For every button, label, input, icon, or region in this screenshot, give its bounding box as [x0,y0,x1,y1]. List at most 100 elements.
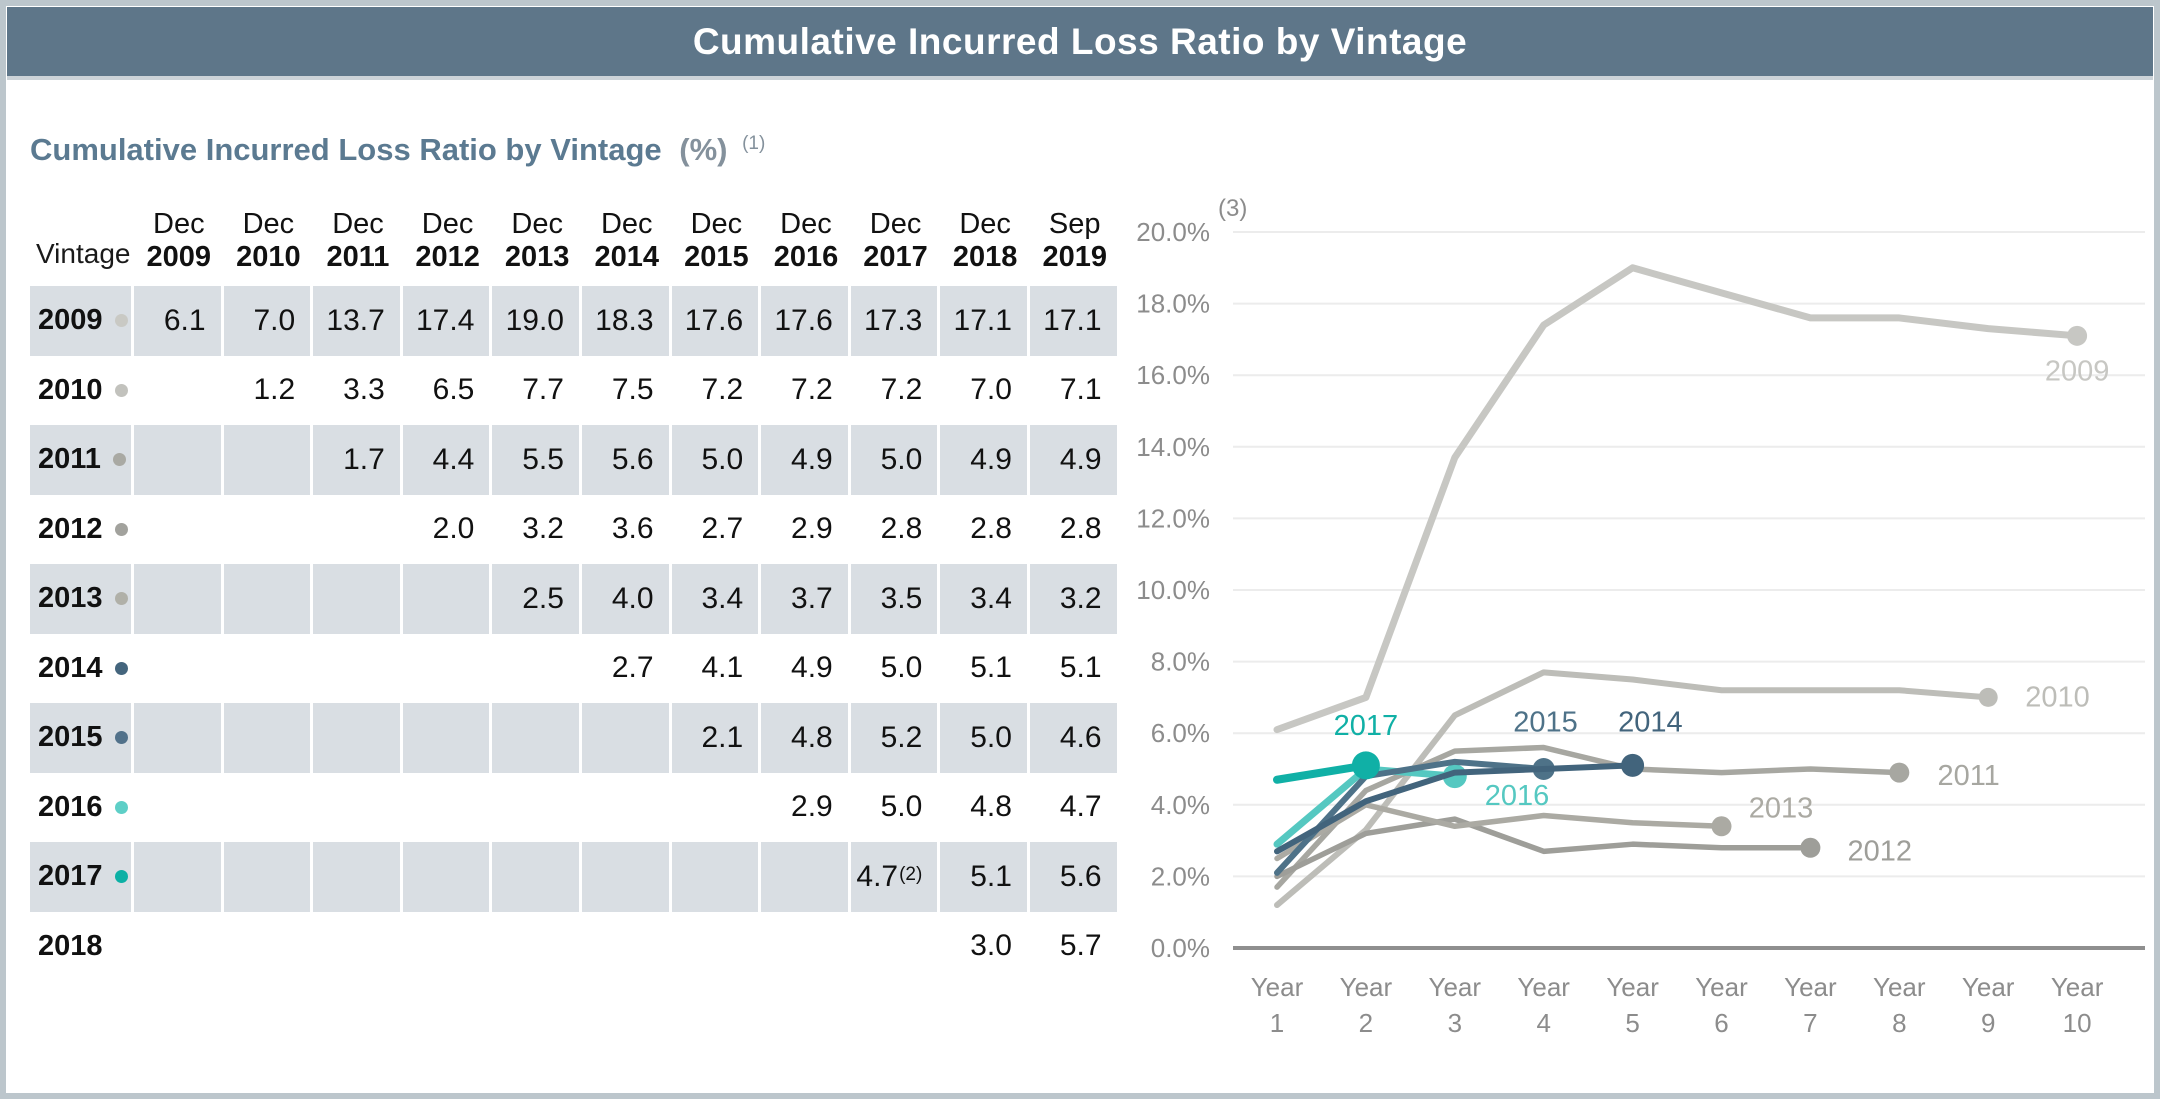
vintage-series-dot [114,870,128,884]
period-column-header: Dec 2010 [224,193,314,286]
table-cell [403,773,493,843]
x-axis-tick-label: Year 6 [1695,972,1748,1038]
series-line-2014 [1274,762,1636,855]
vintage-series-dot [114,592,128,606]
x-axis-tick-label: Year 3 [1429,972,1482,1038]
vintage-label: 2015 [38,721,103,754]
table-cell: 3.2 [522,512,564,546]
series-label-2017: 2017 [1334,710,1399,742]
window-title-bar: Cumulative Incurred Loss Ratio by Vintag… [7,7,2153,80]
series-line-2009 [1273,264,2081,734]
table-cell: 17.6 [671,286,762,356]
period-year: 2019 [1042,241,1107,273]
vintage-row-label: 2009 [30,286,134,356]
vintage-row-label: 2017 [30,842,134,912]
y-axis-tick-label: 14.0% [1136,432,1210,462]
table-cell [224,912,314,982]
period-year: 2011 [326,241,390,273]
table-cell: 4.0 [581,564,672,634]
table-cell: 3.6 [611,512,654,546]
table-cell: 2.0 [432,512,475,546]
page-title: Cumulative Incurred Loss Ratio by Vintag… [692,20,1468,62]
vintage-label: 2010 [38,373,103,406]
table-cell: 5.1 [940,842,1030,912]
series-label-2013: 2013 [1749,792,1814,824]
table-cell [313,495,403,565]
vintage-row-label: 2013 [30,564,134,634]
vintage-row-label: 2012 [30,495,134,565]
y-axis-tick-label: 0.0% [1151,933,1210,963]
period-month: Dec [242,208,295,240]
series-endpoint-marker-2014 [1621,753,1645,777]
table-cell: 7.5 [611,373,654,407]
x-axis-tick-label: Year 10 [2051,972,2104,1038]
period-month: Dec [511,208,563,240]
vintage-column-header: Vintage [36,238,131,269]
y-axis-tick-label: 16.0% [1136,360,1210,390]
vintage-row-label: 2016 [30,773,134,843]
period-year: 2016 [773,241,839,273]
table-cell [134,703,224,773]
table-cell: 4.1 [701,651,744,685]
table-cell: 7.2 [880,373,923,407]
period-month: Dec [332,208,384,240]
table-cell [403,912,493,982]
series-label-2015: 2015 [1513,706,1578,738]
table-cell: 13.7 [313,286,403,356]
table-cell [313,842,403,912]
report-subtitle: Cumulative Incurred Loss Ratio by Vintag… [30,132,765,168]
y-axis-tick-label: 20.0% [1136,217,1210,247]
table-cell: 4.7 (2) [850,842,941,912]
vintage-series-dot [114,731,128,745]
table-cell [134,495,224,565]
table-cell: 5.0 [880,790,923,824]
table-cell [313,564,403,634]
vintage-series-dot [114,522,128,536]
vintage-row-label: 2010 [30,356,134,426]
vintage-line-chart: 20.0% 18.0% 16.0% 14.0% 12.0% 10.0% 8.0% 6.0% 4.… [1060,180,2154,1090]
vintage-label: 2018 [38,929,103,962]
subtitle-unit: (%) [679,132,728,167]
period-column-header: Dec 2016 [761,193,851,286]
x-axis-tick-label: Year 4 [1517,972,1570,1038]
table-cell [672,773,762,843]
x-axis-tick-label: Year 7 [1784,972,1837,1038]
series-endpoint-marker-2012 [1800,837,1821,858]
y-axis-tick-label: 8.0% [1151,647,1210,677]
table-cell [134,842,224,912]
x-axis-tick-label: Year 9 [1962,972,2015,1038]
table-cell [492,842,582,912]
table-cell: 4.9 [761,425,851,495]
table-cell: 4.9 [1029,425,1120,495]
table-cell: 5.6 [581,425,672,495]
vintage-series-dot [114,383,128,397]
series-line-2012 [1274,816,1814,880]
table-cell [581,703,672,773]
period-year: 2018 [952,241,1018,273]
table-cell [224,634,314,704]
table-cell: 7.2 [791,373,833,407]
vintage-series-dot [114,800,128,814]
vintage-table: Vintage Dec 2009 Dec 2010 Dec 2011 Dec 2012 Dec 20… [30,193,1120,981]
table-cell [134,564,224,634]
x-axis-tick-label: Year 2 [1340,972,1393,1038]
vintage-series-dot [114,661,128,675]
table-cell: 4.7 [1059,790,1102,824]
footnote-marker-2: (2) [899,863,923,885]
table-cell: 3.5 [850,564,941,634]
period-column-header: Dec 2017 [851,193,941,286]
footnote-marker-3: (3) [1218,195,1247,222]
table-cell: 17.1 [940,286,1030,356]
table-cell [224,495,314,565]
table-cell [671,842,762,912]
period-month: Dec [959,208,1011,240]
table-cell: 4.4 [402,425,493,495]
y-axis-tick-label: 18.0% [1136,289,1210,319]
y-axis-tick-label: 4.0% [1151,790,1210,820]
period-year: 2014 [594,241,660,273]
table-cell: 2.9 [791,790,833,824]
series-label-2011: 2011 [1937,760,1999,792]
table-cell [223,564,314,634]
table-cell: 17.6 [761,286,851,356]
